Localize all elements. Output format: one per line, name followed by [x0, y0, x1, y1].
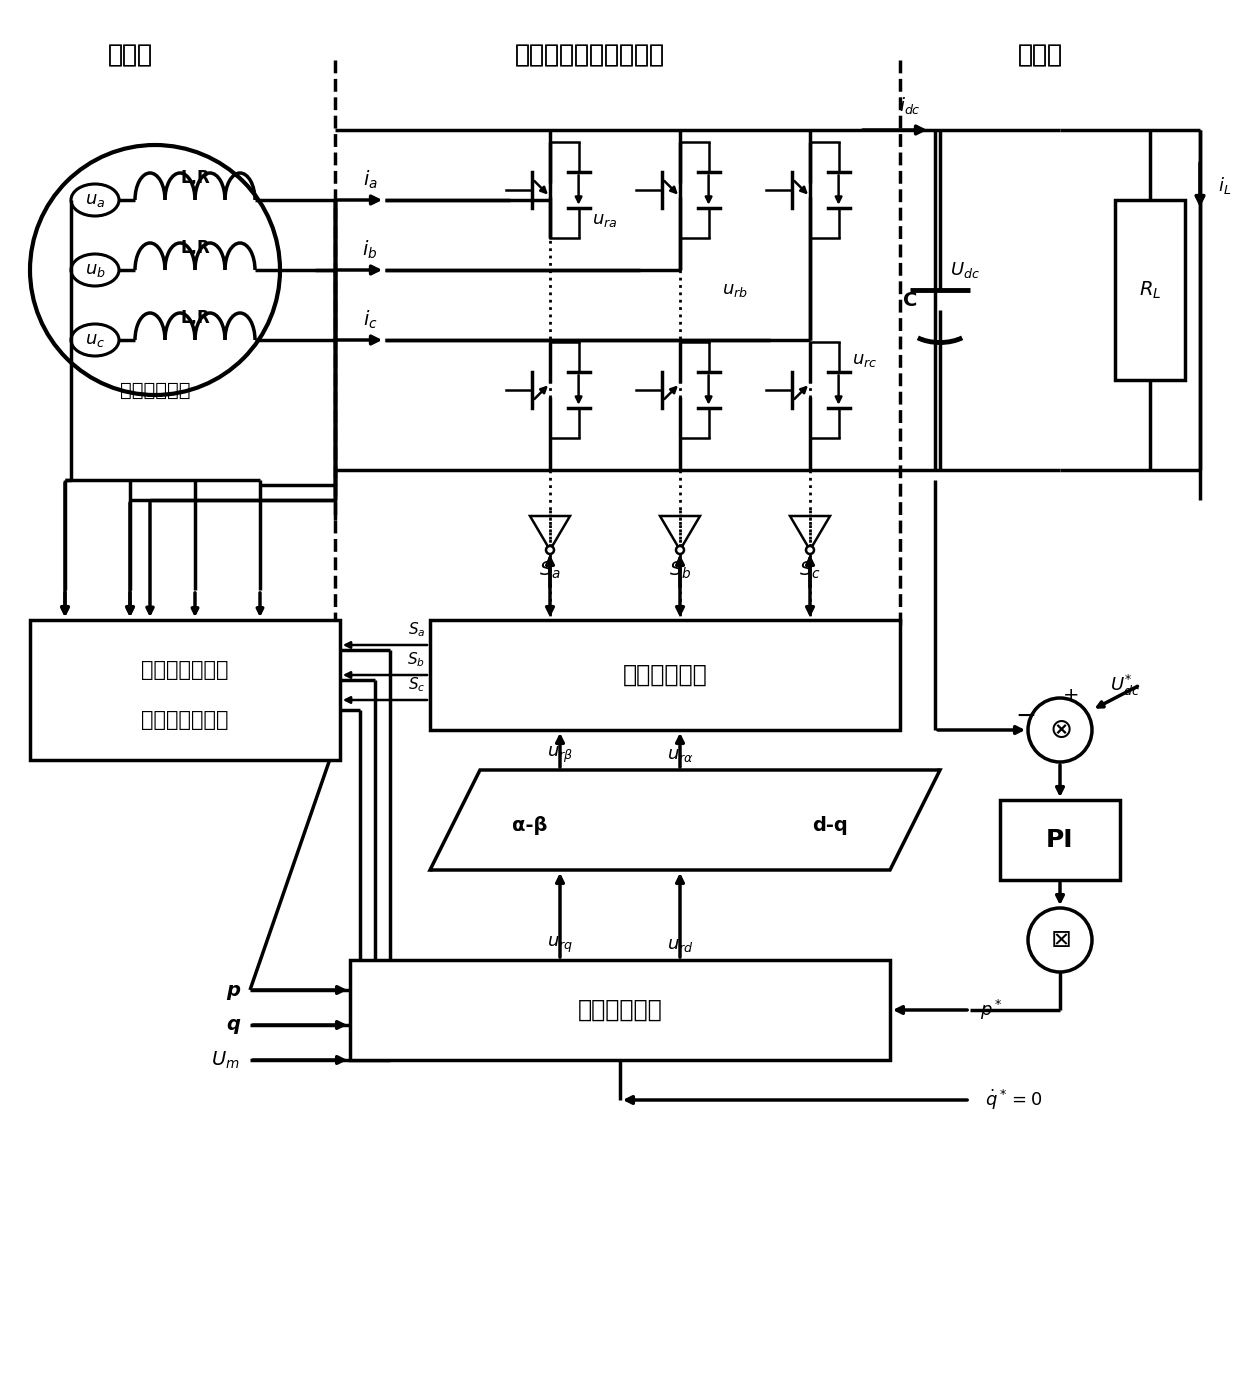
Text: C: C — [903, 290, 918, 310]
Text: L,R: L,R — [180, 169, 210, 187]
Text: $u_{rq}$: $u_{rq}$ — [547, 934, 573, 955]
Text: 脉冲宽度调制整流部分: 脉冲宽度调制整流部分 — [515, 43, 665, 67]
Text: 虚拟交流电机: 虚拟交流电机 — [120, 381, 190, 399]
Text: L,R: L,R — [180, 239, 210, 257]
Text: p: p — [226, 981, 241, 999]
Text: $u_{rd}$: $u_{rd}$ — [667, 936, 693, 954]
Circle shape — [1028, 698, 1092, 762]
Text: 交流侧: 交流侧 — [108, 43, 153, 67]
Text: $S_c$: $S_c$ — [799, 560, 821, 581]
Text: $\boxtimes$: $\boxtimes$ — [1049, 927, 1070, 952]
Text: $u_a$: $u_a$ — [84, 191, 105, 209]
Text: 电流测量功率与: 电流测量功率与 — [141, 660, 228, 680]
Text: $U_{dc}$: $U_{dc}$ — [950, 260, 980, 279]
Circle shape — [1028, 908, 1092, 971]
Text: $i_c$: $i_c$ — [362, 308, 377, 332]
Text: d-q: d-q — [812, 816, 848, 834]
Text: $S_a$: $S_a$ — [539, 560, 560, 581]
Text: $\otimes$: $\otimes$ — [1049, 716, 1071, 744]
Text: 空间矢量调制: 空间矢量调制 — [622, 663, 707, 687]
Bar — [999, 799, 1120, 881]
Bar — [1115, 200, 1185, 380]
Text: $i_a$: $i_a$ — [362, 169, 377, 191]
Text: $u_{rc}$: $u_{rc}$ — [852, 351, 878, 369]
Text: $S_c$: $S_c$ — [408, 676, 425, 695]
Bar — [430, 621, 900, 731]
Text: 直流侧: 直流侧 — [1018, 43, 1063, 67]
Text: L,R: L,R — [180, 310, 210, 327]
Text: $S_b$: $S_b$ — [668, 560, 691, 581]
Text: $u_{r\beta}$: $u_{r\beta}$ — [547, 744, 573, 765]
Text: $u_c$: $u_c$ — [84, 332, 105, 350]
Text: PI: PI — [1047, 828, 1074, 852]
Circle shape — [546, 546, 554, 555]
Text: $i_{dc}$: $i_{dc}$ — [899, 95, 921, 116]
Text: 功率解耦装置: 功率解耦装置 — [578, 998, 662, 1022]
Text: $S_b$: $S_b$ — [407, 651, 425, 669]
Text: $i_b$: $i_b$ — [362, 239, 378, 261]
Circle shape — [806, 546, 813, 555]
Text: $-$: $-$ — [1014, 703, 1035, 727]
Text: $u_{rb}$: $u_{rb}$ — [722, 281, 748, 299]
Text: $u_b$: $u_b$ — [84, 261, 105, 279]
Text: $p^*$: $p^*$ — [980, 998, 1003, 1022]
Text: 直流侧: 直流侧 — [1018, 43, 1063, 67]
Text: $u_{ra}$: $u_{ra}$ — [593, 211, 618, 228]
Text: α-β: α-β — [512, 816, 548, 834]
Text: $+$: $+$ — [1061, 685, 1079, 705]
Text: $i_L$: $i_L$ — [1219, 175, 1231, 195]
Text: 虚拟电通量估计: 虚拟电通量估计 — [141, 710, 228, 731]
Text: 交流侧: 交流侧 — [108, 43, 153, 67]
Text: $U_m$: $U_m$ — [211, 1050, 241, 1071]
Text: $U_{dc}^{*}$: $U_{dc}^{*}$ — [1110, 673, 1140, 698]
Bar — [30, 621, 340, 760]
Text: $\dot{q}^*=0$: $\dot{q}^*=0$ — [985, 1088, 1043, 1112]
Text: 脉冲宽度调制整流部分: 脉冲宽度调制整流部分 — [515, 43, 665, 67]
Bar — [350, 960, 890, 1060]
Text: $S_a$: $S_a$ — [408, 621, 425, 640]
Polygon shape — [430, 771, 940, 870]
Text: $u_{r\alpha}$: $u_{r\alpha}$ — [667, 746, 693, 764]
Text: q: q — [226, 1015, 241, 1035]
Text: $R_L$: $R_L$ — [1138, 279, 1161, 300]
Circle shape — [676, 546, 684, 555]
